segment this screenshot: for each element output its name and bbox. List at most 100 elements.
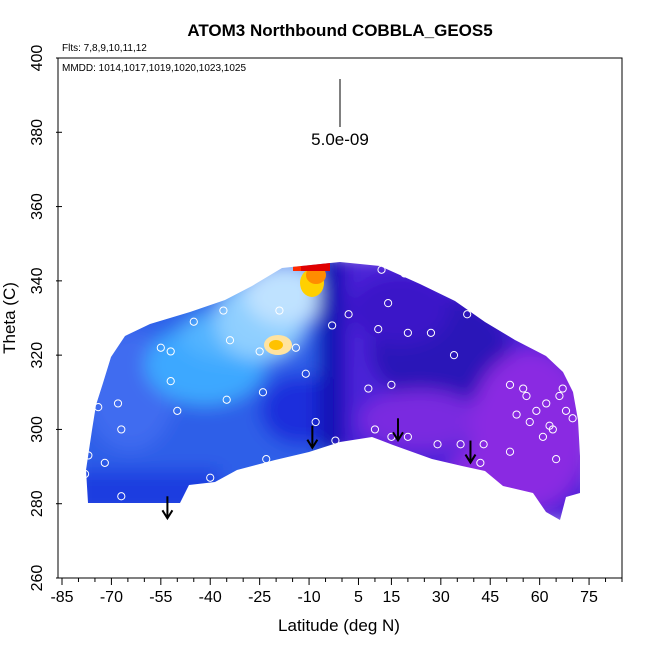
tropopause-arrow	[306, 425, 319, 450]
observation-point	[225, 336, 235, 345]
observation-point	[548, 425, 557, 434]
observation-point	[403, 328, 412, 337]
x-axis-title: Latitude (deg N)	[278, 616, 400, 635]
x-tick-label: 5	[354, 589, 363, 606]
observation-point	[552, 455, 561, 464]
y-axis: 260 280 300 320 340 360 380 400	[29, 45, 62, 592]
x-axis: -85 -70 -55 -40 -25 -10 5 15 30 45 60 75	[50, 578, 623, 606]
x-tick-label: -55	[149, 589, 172, 606]
observation-point	[403, 432, 412, 441]
observation-point	[117, 425, 126, 434]
x-tick-label: 45	[481, 589, 499, 606]
observation-point	[476, 458, 485, 467]
y-tick-label: 280	[29, 490, 46, 517]
observation-point	[94, 403, 103, 412]
observation-point	[400, 269, 409, 278]
y-tick-label: 320	[29, 342, 46, 369]
observation-point	[110, 332, 119, 341]
observation-point	[166, 347, 175, 356]
observation-point	[80, 469, 90, 479]
observation-point	[512, 410, 521, 419]
concentration-field	[86, 262, 580, 520]
observation-point	[77, 495, 86, 505]
observation-point	[235, 473, 244, 482]
observation-point	[377, 265, 386, 274]
observation-point	[258, 388, 268, 397]
x-tick-label: -10	[297, 589, 320, 606]
observation-point	[532, 406, 541, 415]
y-tick-label: 400	[29, 45, 46, 72]
observation-point	[433, 440, 442, 449]
observation-point	[374, 325, 383, 334]
observation-point	[166, 377, 175, 386]
observation-point	[505, 447, 515, 456]
x-tick-label: 75	[580, 589, 598, 606]
observation-point	[413, 269, 422, 278]
observation-point	[555, 391, 564, 401]
observation-point	[117, 492, 126, 501]
observation-point	[291, 343, 300, 352]
observation-point	[301, 369, 310, 378]
observation-point	[189, 317, 198, 326]
observation-point	[100, 458, 109, 467]
observation-point	[505, 380, 515, 389]
observation-point	[522, 391, 531, 401]
tropopause-arrow	[392, 418, 404, 443]
observation-point	[552, 354, 561, 363]
observation-point	[206, 473, 215, 482]
y-axis-title: Theta (C)	[0, 282, 19, 354]
x-tick-label: -85	[50, 589, 73, 606]
observation-point	[542, 399, 551, 408]
observation-point	[387, 380, 396, 389]
y-tick-label: 300	[29, 416, 46, 443]
observation-point	[449, 351, 459, 360]
observation-point	[328, 321, 337, 330]
observation-points	[77, 265, 590, 505]
y-tick-label: 260	[29, 565, 46, 592]
scale-bar-label: 5.0e-09	[311, 130, 369, 149]
observation-point	[558, 384, 567, 393]
x-tick-label: 30	[432, 589, 450, 606]
observation-point	[173, 406, 182, 415]
observation-point	[568, 414, 577, 423]
y-tick-label: 340	[29, 267, 46, 294]
x-tick-label: -25	[248, 589, 271, 606]
x-tick-label: -70	[100, 589, 123, 606]
x-tick-label: 15	[383, 589, 401, 606]
observation-point	[581, 484, 590, 493]
tropopause-arrows	[161, 418, 477, 521]
x-tick-label: 60	[531, 589, 549, 606]
observation-point	[443, 269, 452, 278]
dates-note: MMDD: 1014,1017,1019,1020,1023,1025	[62, 63, 246, 74]
observation-point	[364, 384, 373, 393]
observation-point	[331, 436, 340, 445]
flights-note: Flts: 7,8,9,10,11,12	[62, 43, 147, 54]
observation-point	[561, 406, 571, 415]
observation-point	[84, 451, 93, 460]
chart-title: ATOM3 Northbound COBBLA_GEOS5	[187, 21, 492, 40]
y-tick-label: 360	[29, 193, 46, 220]
observation-point	[538, 432, 548, 441]
observation-point	[456, 440, 465, 449]
observation-point	[262, 455, 271, 464]
observation-point	[426, 328, 436, 337]
observation-point	[222, 395, 231, 404]
observation-point	[219, 306, 228, 315]
tropopause-arrow	[464, 440, 477, 465]
observation-point	[344, 310, 353, 319]
observation-point	[370, 425, 380, 434]
x-tick-label: -40	[199, 589, 222, 606]
y-tick-label: 380	[29, 119, 46, 146]
observation-point	[255, 347, 264, 356]
observation-point	[311, 417, 320, 427]
observation-point	[113, 399, 123, 408]
observation-point	[384, 299, 393, 308]
plot-frame	[57, 57, 623, 579]
observation-point	[525, 417, 534, 427]
observation-point	[156, 343, 165, 352]
tropopause-arrow	[161, 496, 174, 521]
observation-point	[519, 384, 528, 393]
observation-point	[479, 440, 488, 449]
observation-point	[275, 306, 284, 315]
